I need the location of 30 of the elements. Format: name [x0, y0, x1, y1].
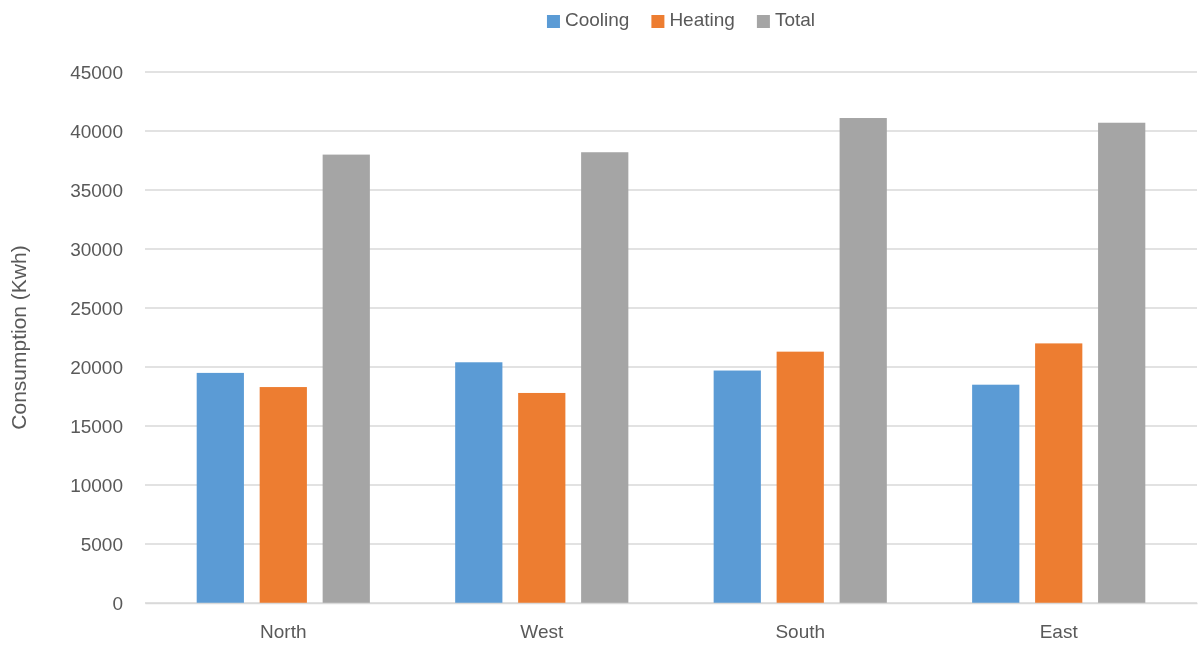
y-tick-label: 35000 — [70, 179, 123, 201]
bar — [518, 392, 566, 603]
y-tick-label: 5000 — [80, 533, 123, 555]
bar — [581, 152, 629, 603]
bar — [776, 351, 824, 603]
y-tick-label: 40000 — [70, 120, 123, 142]
legend-label: Cooling — [564, 9, 630, 30]
y-tick-label: 15000 — [70, 415, 123, 437]
bar — [713, 370, 761, 603]
x-tick-label: East — [1039, 621, 1079, 643]
bar — [322, 154, 370, 603]
bar — [972, 384, 1020, 603]
y-tick-label: 20000 — [70, 356, 123, 378]
bar — [259, 387, 307, 603]
x-tick-label: North — [260, 621, 307, 643]
bar — [1098, 122, 1146, 603]
y-tick-label: 30000 — [70, 238, 123, 260]
bar — [839, 118, 887, 603]
y-tick-label: 10000 — [70, 474, 123, 496]
y-tick-label: 25000 — [70, 297, 123, 319]
legend-label: Total — [774, 9, 816, 30]
legend-label: Heating — [669, 9, 735, 30]
y-tick-label: 0 — [112, 592, 123, 614]
x-tick-label: South — [775, 621, 826, 643]
bar — [1035, 343, 1083, 603]
bar — [196, 372, 244, 603]
x-tick-label: West — [520, 621, 564, 643]
y-axis-title: Consumption (Kwh) — [7, 245, 30, 430]
bar — [455, 362, 503, 603]
y-tick-label: 45000 — [70, 61, 123, 83]
